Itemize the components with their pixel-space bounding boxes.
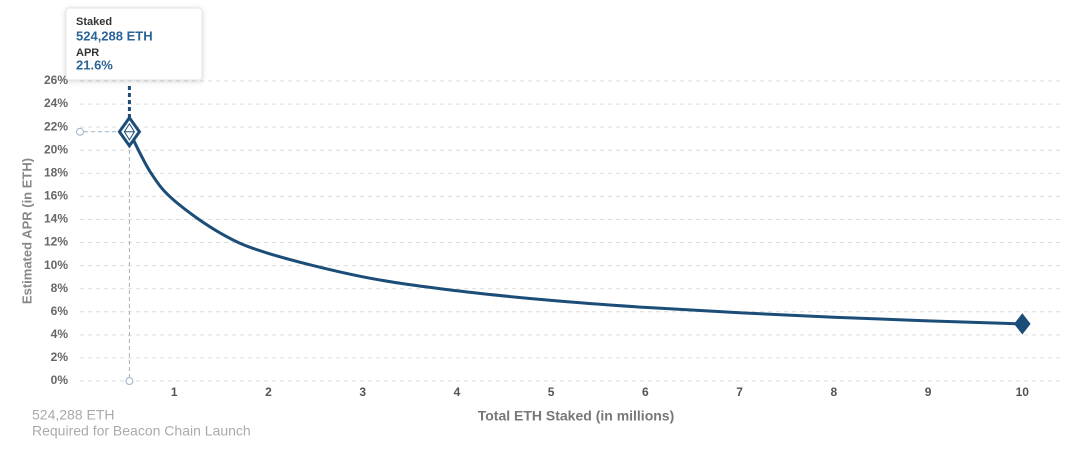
x-tick-label: 2 bbox=[265, 385, 272, 399]
x-tick-label: 5 bbox=[548, 385, 555, 399]
y-tick-label: 2% bbox=[51, 350, 69, 364]
apr-curve bbox=[128, 131, 1023, 326]
y-tick-label: 6% bbox=[51, 304, 69, 318]
x-tick-label: 1 bbox=[171, 385, 178, 399]
x-tick-label: 7 bbox=[736, 385, 743, 399]
tooltip-y-name: APR bbox=[76, 47, 99, 59]
x-tick-label: 3 bbox=[359, 385, 366, 399]
y-tick-label: 12% bbox=[44, 235, 68, 249]
tooltip-y-value: 21.6% bbox=[76, 57, 113, 72]
x-tick-label: 9 bbox=[925, 385, 932, 399]
x-tick-label: 8 bbox=[831, 385, 838, 399]
y-tick-label: 16% bbox=[44, 189, 68, 203]
x-tick-label: 10 bbox=[1016, 385, 1030, 399]
y-tick-label: 22% bbox=[44, 119, 68, 133]
y-tick-label: 20% bbox=[44, 142, 68, 156]
footnote-text: Required for Beacon Chain Launch bbox=[32, 423, 251, 439]
x-tick-label: 6 bbox=[642, 385, 649, 399]
y-tick-label: 4% bbox=[51, 327, 69, 341]
x-tick-label: 4 bbox=[454, 385, 461, 399]
y-tick-label: 24% bbox=[44, 96, 68, 110]
tooltip-box bbox=[65, 7, 203, 81]
end-marker bbox=[1014, 313, 1031, 335]
y-tick-label: 14% bbox=[44, 212, 68, 226]
y-tick-label: 18% bbox=[44, 165, 68, 179]
tooltip: Staked 524,288 ETH APR 21.6% bbox=[65, 7, 203, 81]
y-tick-label: 8% bbox=[51, 281, 69, 295]
tooltip-x-name: Staked bbox=[76, 16, 112, 28]
footnote-value: 524,288 ETH bbox=[32, 407, 115, 423]
y-tick-label: 0% bbox=[51, 373, 69, 387]
y-tick-label: 10% bbox=[44, 258, 68, 272]
eth-icon bbox=[123, 122, 135, 141]
tooltip-x-value: 524,288 ETH bbox=[76, 28, 153, 43]
y-axis-title: Estimated APR (in ETH) bbox=[19, 158, 34, 304]
guide-end bbox=[125, 377, 134, 385]
y-tick-label: 26% bbox=[44, 73, 68, 87]
guide-end bbox=[76, 127, 84, 136]
x-axis-title: Total ETH Staked (in millions) bbox=[478, 408, 675, 424]
